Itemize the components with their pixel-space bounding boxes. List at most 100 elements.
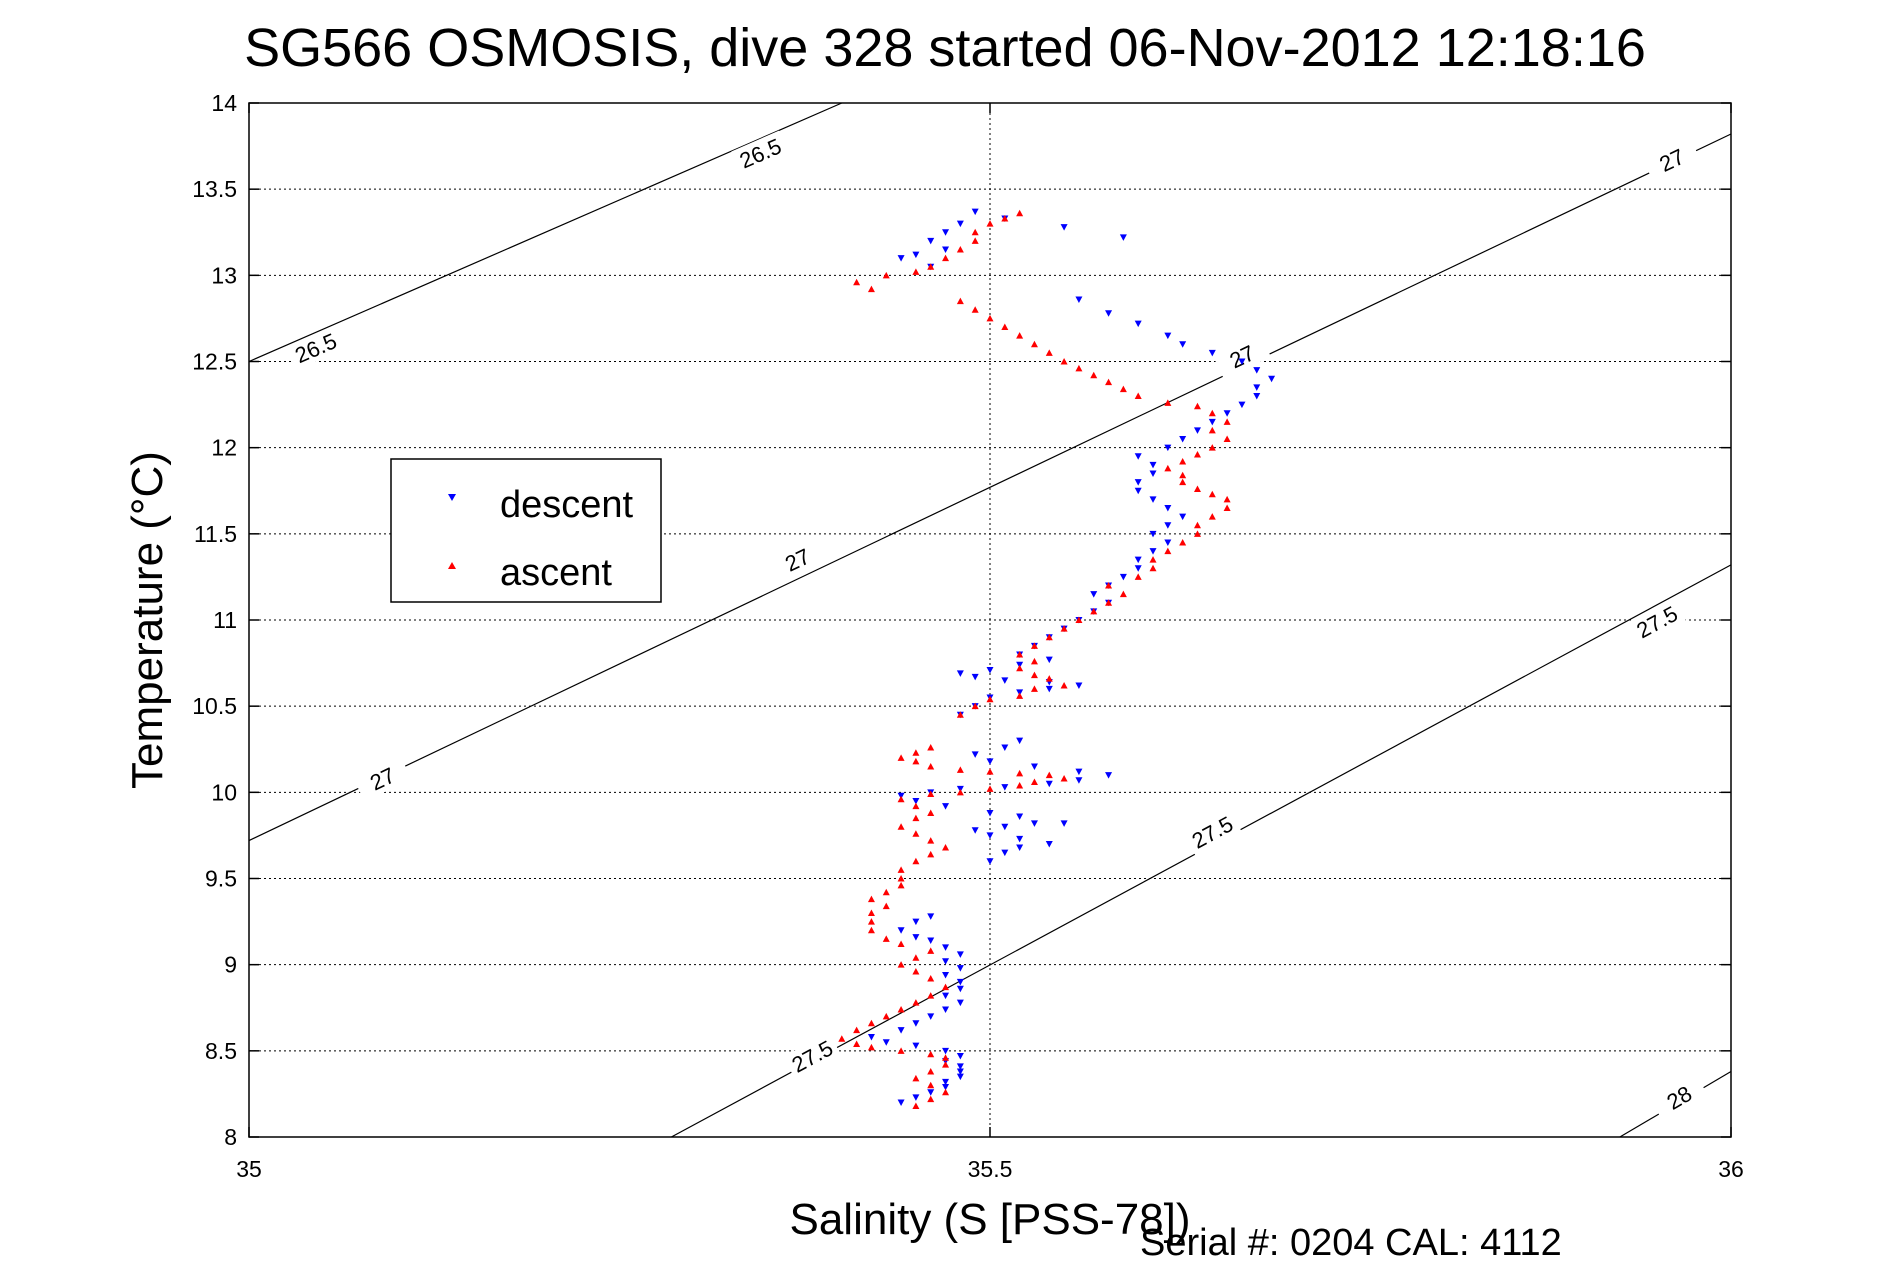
y-tick-label: 11.5 — [194, 521, 237, 547]
descent-point — [942, 1078, 950, 1086]
ascent-point — [1016, 692, 1024, 699]
ascent-point — [1001, 214, 1009, 222]
y-tick-label: 10 — [211, 779, 237, 805]
descent-point — [942, 1047, 950, 1055]
ascent-point — [1193, 485, 1201, 493]
ascent-point — [1134, 392, 1142, 399]
ascent-point — [956, 711, 964, 718]
y-tick-label: 11 — [213, 607, 237, 633]
ascent-point — [838, 1035, 846, 1042]
x-tick-label: 35.5 — [968, 1156, 1013, 1182]
ascent-point — [1001, 323, 1009, 331]
y-tick-label: 8.5 — [205, 1038, 237, 1064]
ascent-point — [927, 1068, 935, 1075]
ascent-point — [1030, 685, 1038, 692]
ascent-point — [1179, 457, 1187, 465]
ascent-point — [912, 968, 920, 975]
ascent-point — [897, 866, 905, 873]
x-axis-label: Salinity (S [PSS-78]) — [789, 1195, 1190, 1244]
ascent-point — [927, 947, 935, 954]
ascent-point — [897, 795, 905, 803]
ascent-point — [853, 1026, 861, 1034]
ascent-point — [986, 314, 994, 322]
ascent-point — [1164, 464, 1172, 472]
ascent-point — [912, 999, 920, 1006]
ascent-point — [942, 1054, 950, 1061]
y-tick-label: 14 — [211, 90, 237, 116]
ascent-point — [1105, 599, 1113, 606]
ascent-point — [1016, 664, 1024, 672]
descent-point — [912, 1094, 920, 1101]
ascent-point — [1179, 471, 1187, 479]
descent-point — [986, 858, 994, 865]
descent-point — [1016, 844, 1024, 851]
ascent-point — [867, 895, 875, 903]
descent-point — [956, 670, 964, 677]
ascent-point — [942, 983, 950, 991]
ascent-point — [1030, 657, 1038, 665]
descent-point — [1253, 384, 1261, 391]
descent-point — [882, 1039, 890, 1046]
ascent-point — [1075, 364, 1083, 372]
ascent-point — [1193, 451, 1201, 458]
ascent-point — [1208, 444, 1216, 451]
descent-point — [942, 229, 950, 236]
ascent-point — [1223, 418, 1231, 425]
ascent-point — [897, 754, 905, 761]
ascent-point — [1045, 349, 1053, 356]
descent-point — [1001, 849, 1009, 857]
ascent-point — [897, 823, 905, 830]
y-tick-label: 13 — [211, 262, 237, 288]
descent-point — [897, 255, 905, 262]
descent-point — [1060, 820, 1068, 827]
contour-label-bg — [286, 325, 345, 371]
ascent-point — [867, 285, 875, 293]
ascent-point — [1016, 769, 1024, 777]
descent-point — [1075, 682, 1083, 689]
descent-point — [1001, 677, 1009, 684]
ascent-point — [1016, 650, 1024, 658]
ascent-point — [1090, 371, 1098, 379]
ascent-point — [956, 297, 964, 305]
y-tick-label: 10.5 — [192, 693, 237, 719]
descent-point — [942, 246, 950, 253]
ascent-point — [912, 802, 920, 810]
ascent-point — [1045, 675, 1053, 682]
ascent-point — [1030, 340, 1038, 348]
ascent-point — [897, 875, 905, 882]
descent-point — [1045, 841, 1053, 848]
descent-point — [1105, 310, 1113, 317]
ascent-point — [956, 788, 964, 796]
descent-point — [1134, 453, 1142, 460]
y-tick-label: 13.5 — [192, 176, 237, 202]
ascent-point — [1030, 671, 1038, 679]
descent-point — [942, 944, 950, 951]
ascent-point — [1149, 556, 1157, 563]
descent-point — [1149, 470, 1157, 478]
ascent-point — [927, 762, 935, 770]
descent-point — [912, 934, 920, 941]
descent-point — [1164, 504, 1172, 512]
descent-point — [912, 251, 920, 259]
descent-point — [1016, 813, 1024, 820]
descent-point — [971, 673, 979, 681]
ascent-point — [927, 1050, 935, 1058]
descent-point — [867, 1034, 875, 1041]
ascent-point — [1193, 521, 1201, 529]
ascent-point — [912, 1074, 920, 1082]
descent-point — [1208, 349, 1216, 357]
axis-ticks: 8 8.5 9 9.5 10 10.5 11 11.5 12 12.5 13 13.5 14 35 35.5… — [192, 90, 1744, 1182]
descent-point — [956, 965, 964, 972]
descent-point — [1134, 479, 1142, 486]
descent-point — [942, 972, 950, 979]
descent-point — [971, 208, 979, 216]
descent-point — [1090, 591, 1098, 598]
descent-point — [1045, 685, 1053, 693]
ascent-point — [927, 744, 935, 751]
y-axis-label: Temperature (°C) — [123, 451, 172, 789]
descent-point — [1164, 539, 1172, 546]
ascent-point — [867, 909, 875, 916]
descent-point — [956, 220, 964, 228]
x-tick-label: 36 — [1718, 1156, 1744, 1182]
data-points — [838, 208, 1276, 1109]
